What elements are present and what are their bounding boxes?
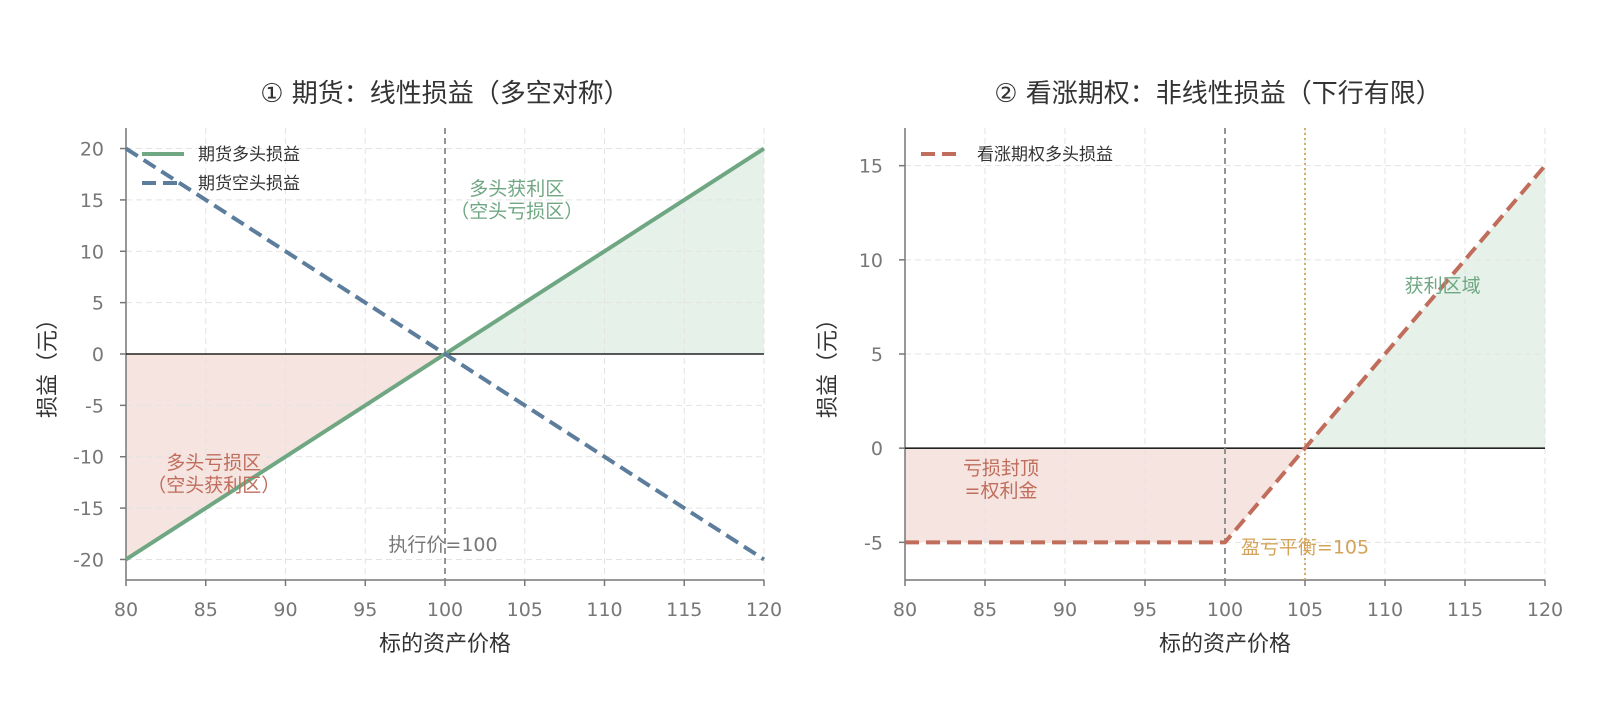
x-tick-label: 100 <box>427 599 463 621</box>
x-tick-label: 95 <box>353 599 377 621</box>
y-tick-label: 10 <box>80 241 104 263</box>
x-tick-label: 120 <box>746 599 782 621</box>
x-tick-label: 100 <box>1207 599 1243 621</box>
x-tick-label: 105 <box>507 599 543 621</box>
region-annotation: 多头获利区 <box>469 178 564 200</box>
strike-price-label: 执行价=100 <box>388 534 497 556</box>
series-line <box>124 146 766 562</box>
series-line <box>905 164 1547 545</box>
legend-label: 期货多头损益 <box>198 145 300 165</box>
x-tick-label: 90 <box>273 599 297 621</box>
x-axis-label: 标的资产价格 <box>1159 632 1291 657</box>
breakeven-label: 盈亏平衡=105 <box>1241 537 1369 559</box>
y-tick-label: 5 <box>92 293 104 315</box>
x-tick-label: 115 <box>666 599 702 621</box>
y-axis-label: 损益（元） <box>816 308 841 418</box>
region-annotation: 亏损封顶 <box>963 458 1039 480</box>
region-annotation: （空头获利区） <box>147 475 280 497</box>
legend-label: 看涨期权多头损益 <box>977 145 1113 165</box>
x-tick-label: 85 <box>194 599 218 621</box>
y-axis-label: 损益（元） <box>36 308 61 418</box>
chart-title: ② 看涨期权：非线性损益（下行有限） <box>994 79 1442 109</box>
y-tick-label: 0 <box>871 438 883 460</box>
region-annotation: 多头亏损区 <box>166 452 261 474</box>
loss-region <box>905 448 1305 543</box>
region-annotation: 获利区域 <box>1405 275 1481 297</box>
y-tick-label: 15 <box>80 190 104 212</box>
y-tick-label: -10 <box>73 447 104 469</box>
call-option-chart-panel: ② 看涨期权：非线性损益（下行有限） 标的资产价格 损益（元） 80 85 90 95… <box>816 79 1563 657</box>
x-tick-label: 110 <box>586 599 622 621</box>
x-tick-label: 105 <box>1287 599 1323 621</box>
x-tick-label: 80 <box>114 599 138 621</box>
x-axis-label: 标的资产价格 <box>379 632 511 657</box>
x-tick-label: 85 <box>973 599 997 621</box>
y-tick-label: -15 <box>73 498 104 520</box>
chart-title: ① 期货：线性损益（多空对称） <box>260 79 630 109</box>
x-tick-label: 80 <box>893 599 917 621</box>
y-tick-label: 5 <box>871 344 883 366</box>
region-annotation: =权利金 <box>965 480 1038 502</box>
futures-chart-panel: ① 期货：线性损益（多空对称） 标的资产价格 损益（元） 80 85 90 95 100… <box>36 79 782 657</box>
x-tick-label: 115 <box>1447 599 1483 621</box>
y-tick-label: 10 <box>859 250 883 272</box>
y-tick-label: 0 <box>92 344 104 366</box>
y-tick-label: 15 <box>859 156 883 178</box>
y-tick-label: -5 <box>85 395 104 417</box>
x-tick-label: 95 <box>1133 599 1157 621</box>
x-tick-label: 90 <box>1053 599 1077 621</box>
x-tick-label: 110 <box>1367 599 1403 621</box>
y-tick-label: 20 <box>80 139 104 161</box>
x-tick-label: 120 <box>1527 599 1563 621</box>
region-annotation: （空头亏损区） <box>450 200 583 222</box>
legend-label: 期货空头损益 <box>198 174 300 194</box>
y-tick-label: -20 <box>73 549 104 571</box>
y-tick-label: -5 <box>864 532 883 554</box>
